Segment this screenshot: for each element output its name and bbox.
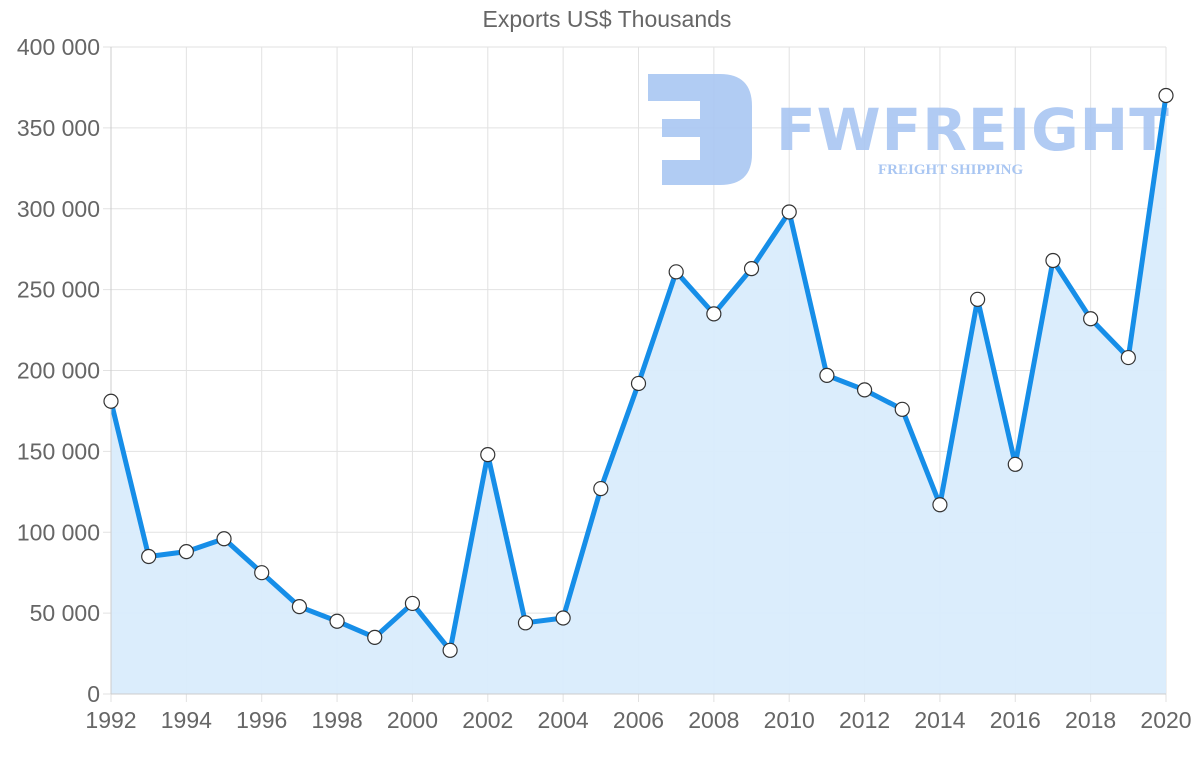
- x-tick-label: 1992: [85, 707, 136, 733]
- data-point-2004[interactable]: [555, 610, 571, 626]
- data-point-2019[interactable]: [1120, 349, 1136, 366]
- data-point-2020[interactable]: [1158, 87, 1174, 104]
- data-point-2016[interactable]: [1007, 456, 1023, 472]
- data-point-2007[interactable]: [668, 264, 684, 280]
- data-point-1997[interactable]: [291, 599, 307, 615]
- watermark-brand: FWFREIGHT: [776, 96, 1170, 164]
- data-point-2010[interactable]: [781, 204, 797, 220]
- x-tick-label: 2016: [990, 707, 1041, 733]
- x-tick-label: 2004: [538, 707, 589, 733]
- data-point-2005[interactable]: [593, 480, 609, 497]
- watermark-tagline: FREIGHT SHIPPING: [878, 162, 1023, 178]
- x-tick-label: 1998: [311, 707, 362, 733]
- data-point-2000[interactable]: [404, 595, 421, 612]
- data-point-2012[interactable]: [856, 382, 873, 398]
- y-tick-label: 350 000: [17, 115, 100, 141]
- x-tick-label: 2010: [764, 707, 815, 733]
- y-tick-label: 300 000: [17, 196, 100, 222]
- data-point-1992[interactable]: [103, 393, 119, 409]
- data-point-2015[interactable]: [970, 291, 986, 307]
- x-tick-label: 2008: [688, 707, 739, 733]
- y-tick-label: 250 000: [17, 277, 100, 303]
- y-tick-label: 50 000: [30, 600, 100, 626]
- data-point-2018[interactable]: [1083, 311, 1099, 327]
- y-tick-label: 400 000: [17, 34, 100, 60]
- data-point-2006[interactable]: [630, 375, 647, 392]
- data-point-2013[interactable]: [894, 401, 910, 417]
- data-point-2002[interactable]: [480, 447, 496, 463]
- data-point-2003[interactable]: [517, 615, 534, 631]
- data-point-2011[interactable]: [819, 367, 835, 383]
- y-tick-label: 0: [87, 681, 100, 707]
- x-tick-label: 2002: [462, 707, 513, 733]
- fw-logo-icon: [648, 74, 752, 185]
- watermark-logo: FWFREIGHT FREIGHT SHIPPING: [648, 74, 1170, 185]
- chart-title: Exports US$ Thousands: [482, 6, 732, 32]
- data-point-1999[interactable]: [367, 629, 383, 645]
- data-point-2009[interactable]: [743, 260, 760, 277]
- axes: 0 50 000 100 000 150 000 200 000 250 000 300 0…: [17, 34, 1192, 733]
- x-tick-label: 2018: [1065, 707, 1116, 733]
- data-point-2001[interactable]: [442, 642, 458, 658]
- area-fill: [111, 95, 1166, 694]
- y-tick-label: 150 000: [17, 438, 100, 464]
- x-tick-label: 2000: [387, 707, 438, 733]
- data-point-1994[interactable]: [178, 544, 194, 560]
- y-tick-label: 100 000: [17, 519, 100, 545]
- data-markers: [103, 87, 1174, 658]
- data-point-2014[interactable]: [932, 497, 948, 513]
- y-tick-label: 200 000: [17, 358, 100, 384]
- x-tick-label: 2012: [839, 707, 890, 733]
- data-point-1995[interactable]: [216, 531, 232, 547]
- x-tick-label: 1996: [236, 707, 287, 733]
- x-tick-label: 2006: [613, 707, 664, 733]
- x-tick-label: 1994: [161, 707, 212, 733]
- x-tick-label: 2014: [914, 707, 965, 733]
- data-point-1998[interactable]: [329, 613, 345, 629]
- data-point-1996[interactable]: [254, 565, 270, 581]
- data-point-2008[interactable]: [706, 306, 722, 322]
- x-tick-label: 2020: [1140, 707, 1191, 733]
- data-point-1993[interactable]: [141, 548, 157, 565]
- data-point-2017[interactable]: [1045, 252, 1061, 269]
